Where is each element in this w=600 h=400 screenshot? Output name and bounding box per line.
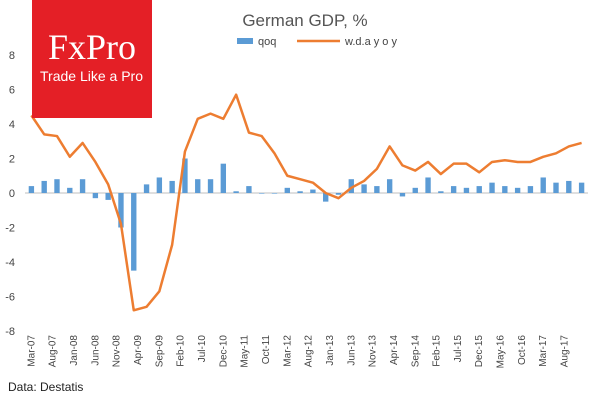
source-note: Data: Destatis	[8, 380, 83, 394]
qoq-bar	[361, 184, 367, 194]
x-tick-label: May-16	[496, 335, 507, 369]
x-tick-label: Mar-07	[26, 335, 37, 367]
x-tick-label: Feb-10	[176, 335, 187, 367]
y-tick-label: -4	[5, 257, 15, 269]
qoq-bar	[259, 193, 265, 194]
qoq-bar	[578, 182, 585, 193]
qoq-bar	[374, 186, 380, 193]
x-tick-label: Apr-14	[389, 335, 400, 365]
qoq-bar	[233, 191, 239, 193]
x-tick-label: Jan-13	[325, 335, 336, 366]
y-tick-label: 0	[9, 188, 15, 200]
qoq-bar	[41, 180, 47, 193]
qoq-bar	[246, 186, 252, 193]
logo-wordmark: FxPro	[48, 27, 136, 67]
qoq-bar	[476, 186, 482, 193]
qoq-bar	[182, 158, 188, 193]
x-tick-label: Aug-12	[304, 335, 315, 368]
qoq-bar	[348, 179, 354, 193]
qoq-bar	[553, 182, 559, 193]
x-tick-label: Nov-13	[368, 335, 379, 368]
qoq-bar	[323, 193, 329, 202]
legend-yoy-label: w.d.a y o y	[344, 36, 397, 48]
qoq-bar	[195, 179, 201, 193]
qoq-bar	[399, 193, 406, 197]
y-tick-label: -8	[5, 326, 15, 338]
y-tick-label: 6	[9, 85, 15, 97]
x-tick-label: Oct-16	[517, 335, 528, 365]
fxpro-logo: FxPro Trade Like a Pro	[32, 0, 152, 118]
x-tick-label: Sep-09	[154, 335, 165, 368]
x-tick-label: Aug-07	[48, 335, 59, 368]
x-tick-label: Dec-10	[218, 335, 229, 368]
qoq-bar	[335, 193, 342, 195]
y-tick-label: 4	[9, 119, 15, 131]
qoq-bar	[489, 182, 495, 193]
qoq-bar	[54, 179, 60, 193]
qoq-bars	[28, 158, 585, 271]
qoq-bar	[284, 187, 290, 193]
x-tick-label: Apr-09	[133, 335, 144, 365]
qoq-bar	[79, 179, 86, 193]
x-tick-label: Aug-17	[560, 335, 571, 368]
x-tick-label: Jul-10	[197, 335, 208, 363]
qoq-bar	[92, 193, 99, 199]
logo-tagline: Trade Like a Pro	[40, 68, 143, 84]
qoq-bar	[540, 177, 546, 193]
qoq-bar	[386, 179, 393, 193]
qoq-bar	[143, 184, 150, 194]
qoq-bar	[207, 179, 214, 193]
x-tick-label: Jan-08	[69, 335, 80, 366]
y-tick-label: 2	[9, 154, 15, 166]
qoq-bar	[425, 177, 431, 193]
qoq-bar	[105, 193, 111, 200]
legend-qoq-label: qoq	[258, 36, 276, 48]
x-tick-label: Sep-14	[410, 335, 421, 368]
legend: qoq w.d.a y o y	[237, 36, 397, 48]
chart-title: German GDP, %	[242, 11, 367, 30]
x-tick-label: Oct-11	[261, 335, 272, 365]
x-tick-label: Nov-08	[112, 335, 123, 368]
qoq-bar	[566, 180, 572, 193]
qoq-bar	[169, 180, 175, 193]
qoq-bar	[463, 187, 470, 193]
qoq-bar	[28, 186, 35, 193]
logo-background	[32, 0, 152, 118]
x-tick-label: May-11	[240, 335, 251, 368]
qoq-bar	[412, 187, 418, 193]
x-tick-label: Mar-17	[538, 335, 549, 367]
qoq-bar	[527, 186, 534, 193]
y-tick-label: -6	[5, 292, 15, 304]
yoy-line	[30, 93, 582, 312]
y-tick-label: -2	[5, 223, 15, 235]
x-tick-label: Jun-08	[90, 335, 101, 366]
qoq-bar	[450, 186, 457, 193]
x-axis-ticks: Mar-07 Aug-07 Jan-08 Jun-08 Nov-08 Apr-09 Sep-…	[26, 335, 570, 369]
qoq-bar	[502, 186, 508, 193]
qoq-bar	[118, 193, 124, 228]
x-tick-label: Jul-15	[453, 335, 464, 363]
y-tick-label: 8	[9, 50, 15, 62]
qoq-bar	[514, 187, 521, 193]
x-tick-label: Jun-13	[346, 335, 357, 366]
qoq-bar	[271, 193, 278, 194]
qoq-bar	[310, 189, 316, 193]
x-tick-label: Feb-15	[432, 335, 443, 367]
legend-qoq-swatch	[237, 38, 253, 44]
qoq-bar	[67, 187, 73, 193]
qoq-bar	[156, 177, 163, 193]
x-tick-label: Dec-15	[474, 335, 485, 368]
x-tick-label: Mar-12	[282, 335, 293, 367]
qoq-bar	[297, 191, 303, 193]
qoq-bar	[131, 193, 137, 271]
qoq-bar	[438, 191, 444, 193]
y-axis-ticks: -8 -6 -4 -2 0 2 4 6 8	[5, 50, 15, 338]
qoq-bar	[220, 163, 227, 193]
